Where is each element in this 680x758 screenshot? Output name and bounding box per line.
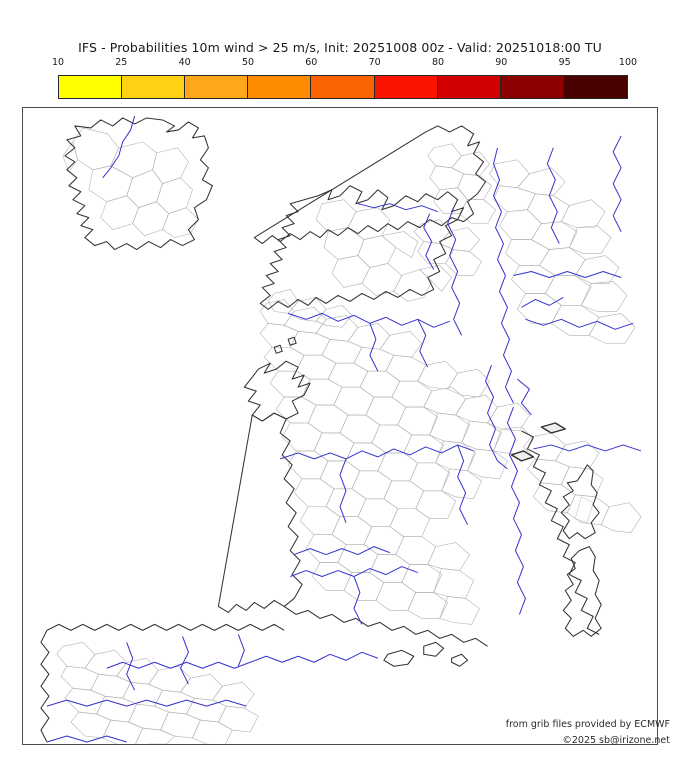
colorbar-band: [122, 76, 186, 98]
colorbar-band: [563, 76, 627, 98]
colorbar-tick-label: 70: [368, 57, 381, 68]
data-source-credit: from grib files provided by ECMWF: [505, 719, 670, 730]
map-canvas[interactable]: [22, 107, 658, 745]
admin-borders-layer: [56, 127, 642, 744]
colorbar-band: [437, 76, 501, 98]
map-vector-layer: [40, 115, 642, 744]
colorbar-band: [500, 76, 564, 98]
colorbar-tick-label: 90: [495, 57, 508, 68]
colorbar-band: [248, 76, 312, 98]
colorbar-gradient: [58, 75, 628, 99]
colorbar-tick-label: 100: [618, 57, 638, 68]
colorbar-tick-label: 50: [241, 57, 255, 68]
colorbar-tick-label: 80: [431, 57, 445, 68]
colorbar-tick-label: 40: [178, 57, 191, 68]
colorbar-legend: 10 25 40 50 60 70 80 90 95 100: [52, 57, 637, 99]
page-title: IFS - Probabilities 10m wind > 25 m/s, I…: [78, 40, 602, 55]
rivers-layer: [46, 115, 642, 743]
colorbar-band: [59, 76, 123, 98]
colorbar-band: [185, 76, 249, 98]
colorbar-tick-labels: 10 25 40 50 60 70 80 90 95 100: [52, 57, 637, 71]
colorbar-band: [374, 76, 438, 98]
colorbar-tick-label: 60: [305, 57, 318, 68]
coastline-layer: [40, 117, 602, 743]
colorbar-tick-label: 25: [115, 57, 128, 68]
colorbar-tick-label: 10: [51, 57, 65, 68]
copyright-notice: ©2025 sb@irizone.net: [562, 735, 670, 746]
colorbar-tick-label: 95: [558, 57, 571, 68]
colorbar-band: [311, 76, 375, 98]
